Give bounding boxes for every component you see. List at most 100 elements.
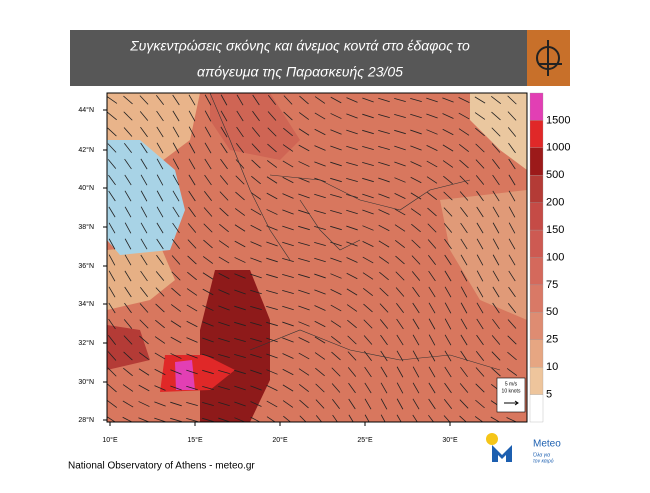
wind-arrow xyxy=(427,223,437,233)
reference-text: 5 m/s xyxy=(505,381,518,387)
wind-arrow xyxy=(107,351,117,361)
wind-arrow xyxy=(282,209,294,215)
wind-arrow xyxy=(234,273,246,279)
wind-arrow xyxy=(138,368,150,376)
logo: Meteo Όλα για τον καιρό xyxy=(486,433,561,464)
wind-arrow xyxy=(298,257,310,263)
wind-arrow xyxy=(220,94,228,106)
wind-arrow xyxy=(347,335,357,345)
wind-arrow xyxy=(362,209,374,215)
wind-arrow xyxy=(458,128,470,136)
wind-arrow xyxy=(170,336,182,344)
wind-arrow xyxy=(442,144,454,152)
wind-arrow xyxy=(154,385,166,391)
wind-arrow xyxy=(330,320,342,328)
wind-arrow xyxy=(346,209,358,215)
wind-arrow xyxy=(508,206,516,218)
wind-arrow xyxy=(346,288,358,296)
wind-arrow xyxy=(364,382,372,394)
wind-arrow xyxy=(171,271,181,281)
wind-arrow xyxy=(170,401,182,407)
wind-arrow xyxy=(124,222,132,234)
wind-arrow xyxy=(379,303,389,313)
wind-arrow xyxy=(475,351,485,361)
wind-arrow xyxy=(124,158,132,170)
wind-arrow xyxy=(362,113,374,119)
wind-arrow xyxy=(459,399,469,409)
wind-arrow xyxy=(123,319,133,329)
wind-arrow xyxy=(330,289,342,295)
wind-arrow xyxy=(428,334,436,346)
wind-arrow xyxy=(266,176,278,184)
wind-arrow xyxy=(218,256,230,264)
wind-arrow xyxy=(235,159,245,169)
wind-arrow xyxy=(508,270,516,282)
wind-arrow xyxy=(202,305,214,311)
wind-arrow xyxy=(508,238,516,250)
wind-arrow xyxy=(508,158,516,170)
wind-arrow xyxy=(298,242,310,246)
wind-arrow xyxy=(188,126,196,138)
wind-arrow xyxy=(346,225,358,231)
wind-arrow xyxy=(172,222,180,234)
wind-arrow xyxy=(410,208,422,216)
wind-arrow xyxy=(172,142,180,154)
wind-arrow xyxy=(428,286,436,298)
wind-arrow xyxy=(122,400,134,408)
wind-arrow xyxy=(314,145,326,151)
wind-arrow xyxy=(298,209,310,215)
wind-arrow xyxy=(362,272,374,280)
colorbar-label: 5 xyxy=(546,388,552,400)
wind-arrow xyxy=(444,302,452,314)
reference-arrow xyxy=(514,400,519,406)
wind-arrow xyxy=(235,143,245,153)
wind-arrow xyxy=(490,96,502,104)
wind-arrow xyxy=(412,366,420,378)
wind-arrow xyxy=(330,145,342,151)
wind-arrow xyxy=(364,398,372,410)
wind-arrow xyxy=(363,319,373,329)
wind-arrow xyxy=(218,289,230,295)
wind-arrow xyxy=(298,352,310,360)
wind-arrow xyxy=(138,401,150,407)
wind-arrow xyxy=(220,158,228,170)
wind-arrow xyxy=(380,366,388,378)
wind-arrow xyxy=(330,241,342,247)
wind-arrow xyxy=(236,94,244,106)
wind-arrow xyxy=(362,256,374,264)
wind-arrow xyxy=(394,113,406,119)
lon-label: 30°E xyxy=(442,436,458,444)
logo-tagline: Όλα για xyxy=(532,452,550,458)
wind-arrow xyxy=(378,161,390,167)
wind-arrow xyxy=(314,226,326,230)
wind-arrow xyxy=(123,335,133,345)
wind-arrow xyxy=(314,193,326,199)
wind-arrow xyxy=(443,191,453,201)
footer: National Observatory of Athens - meteo.g… xyxy=(68,461,255,472)
wind-arrow xyxy=(171,287,181,297)
wind-arrow xyxy=(172,190,180,202)
wind-arrow xyxy=(427,207,437,217)
wind-arrow xyxy=(282,400,294,408)
lat-label: 42°N xyxy=(78,146,94,154)
lon-label: 20°E xyxy=(272,436,288,444)
wind-arrow xyxy=(107,367,117,377)
wind-arrow xyxy=(428,254,436,266)
wind-arrow xyxy=(363,335,373,345)
wind-arrow xyxy=(475,367,485,377)
wind-arrow xyxy=(251,143,261,153)
wind-arrow xyxy=(314,273,326,279)
wind-arrow xyxy=(476,254,484,266)
wind-arrow xyxy=(314,352,326,360)
wind-arrow xyxy=(251,127,261,137)
wind-arrow xyxy=(412,286,420,298)
wind-arrow xyxy=(218,272,230,280)
title-line: Συγκεντρώσεις σκόνης και άνεμος κοντά στ… xyxy=(129,38,470,54)
wind-arrow xyxy=(139,319,149,329)
wind-arrow xyxy=(492,270,500,282)
wind-arrow xyxy=(266,290,278,294)
wind-arrow xyxy=(187,239,197,249)
wind-arrow xyxy=(508,286,516,298)
logo-tagline: τον καιρό xyxy=(533,457,554,464)
wind-arrow xyxy=(266,353,278,359)
